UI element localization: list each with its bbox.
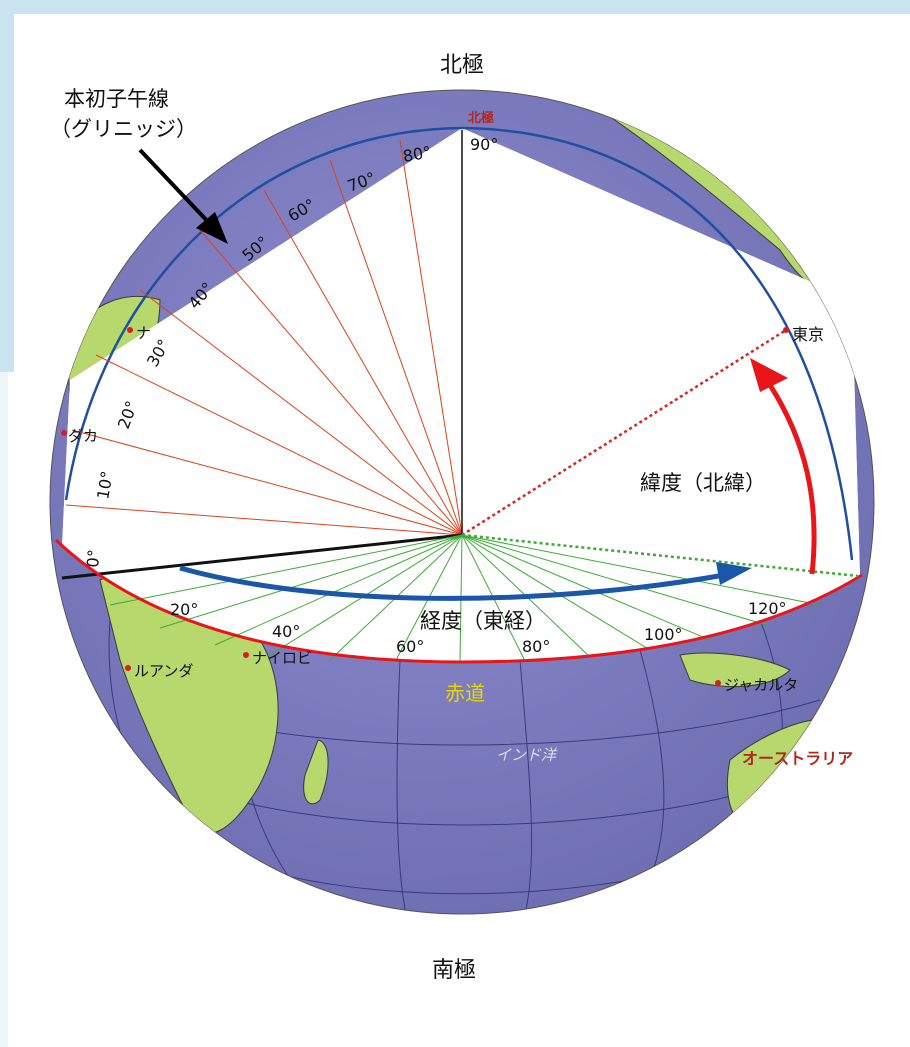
- lon-tick-40: 40°: [272, 622, 300, 641]
- lon-tick-60: 60°: [396, 637, 424, 656]
- tokyo-dotted-line: [461, 328, 787, 537]
- prime-meridian-label-line1: 本初子午線: [64, 87, 169, 111]
- indian-ocean-label: インド洋: [496, 746, 558, 764]
- latitude-arrow: [767, 383, 817, 575]
- city-fragment-label: ナ: [136, 324, 151, 342]
- equator-label: 赤道: [445, 681, 485, 705]
- prime-meridian-pointer: [138, 148, 214, 228]
- longitude-dotted-line: [461, 533, 859, 578]
- tokyo-marker: [783, 327, 789, 333]
- lon-tick-100: 100°: [644, 625, 683, 644]
- top-frame-bar: [0, 0, 910, 14]
- lon-tick-80: 80°: [522, 637, 550, 656]
- lon-tick-20: 20°: [170, 600, 198, 619]
- north-pole-globe-label: 北極: [468, 110, 494, 126]
- latitude-fan: [65, 139, 463, 536]
- city-markers: [61, 327, 789, 686]
- left-frame-bar: [0, 0, 14, 372]
- prime-meridian-radius: [61, 533, 463, 580]
- latitude-arrowhead: [750, 358, 788, 392]
- madagascar-landmass: [303, 739, 329, 805]
- cutaway-upper: [62, 128, 860, 576]
- longitude-arrowhead: [716, 562, 752, 585]
- jakarta-marker: [715, 680, 721, 686]
- equator-line: [54, 538, 863, 664]
- latitude-label: 緯度（北緯）: [640, 471, 766, 495]
- nairobi-label: ナイロビ: [252, 649, 312, 667]
- prime-meridian-pointer-head: [196, 212, 228, 244]
- dakar-label: ダカ: [68, 427, 98, 445]
- lat-tick-10: 10°: [93, 469, 117, 500]
- australia-label: オーストラリア: [742, 749, 853, 768]
- jakarta-label: ジャカルタ: [724, 676, 798, 694]
- longitude-fan: [109, 534, 821, 663]
- longitude-tick-labels: 20° 40° 60° 80° 100° 120°: [170, 599, 787, 656]
- prime-meridian-label-line2: （グリニッジ）: [50, 117, 197, 141]
- cutaway-outline: [461, 126, 854, 561]
- tokyo-label: 東京: [792, 325, 824, 344]
- lat-tick-80: 80°: [401, 142, 432, 166]
- luanda-marker: [125, 665, 131, 671]
- luanda-label: ルアンダ: [134, 662, 193, 680]
- lat-tick-0: 0°: [83, 549, 104, 569]
- nairobi-marker: [243, 652, 249, 658]
- north-pole-label: 北極: [440, 53, 484, 78]
- dakar-marker: [61, 430, 67, 436]
- longitude-label: 経度（東経）: [420, 609, 546, 633]
- left-frame-strip: [0, 372, 8, 1047]
- city-fragment-marker: [127, 327, 133, 333]
- lat-tick-90: 90°: [470, 135, 498, 154]
- indonesia-landmass: [679, 652, 791, 687]
- lon-tick-120: 120°: [748, 599, 787, 618]
- meridian-outline: [64, 126, 463, 501]
- longitude-arrow: [179, 565, 731, 601]
- south-pole-label: 南極: [432, 958, 476, 983]
